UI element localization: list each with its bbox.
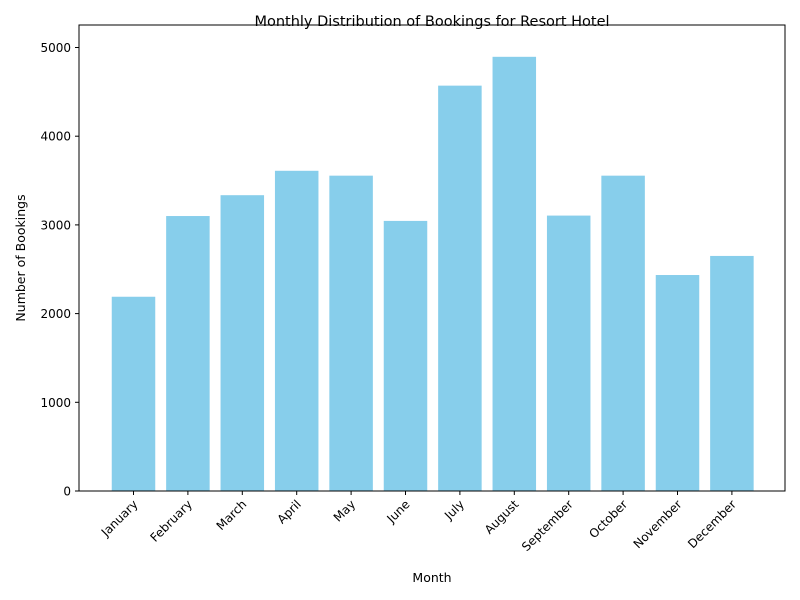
y-tick-label: 5000 — [40, 41, 71, 55]
x-tick-label: February — [148, 497, 196, 545]
y-tick-label: 0 — [63, 485, 71, 499]
x-tick-label: January — [98, 497, 141, 540]
bar-june — [383, 220, 428, 491]
x-tick-label: June — [384, 497, 413, 526]
y-tick-label: 1000 — [40, 396, 71, 410]
y-axis-ticks: 0 1000 2000 3000 4000 5000 — [40, 41, 79, 499]
bar-august — [492, 56, 537, 492]
x-tick-label: May — [331, 497, 358, 524]
bar-july — [438, 85, 482, 491]
x-tick-label: October — [586, 497, 630, 541]
y-tick-label: 4000 — [40, 130, 71, 144]
bar-march — [220, 195, 265, 491]
x-axis-ticks: January February March April May June July Augu… — [98, 491, 739, 554]
bar-september — [546, 215, 591, 491]
chart-title: Monthly Distribution of Bookings for Res… — [254, 14, 609, 30]
y-tick-label: 2000 — [40, 307, 71, 321]
bar-may — [329, 175, 373, 492]
x-tick-label: April — [275, 497, 304, 526]
x-tick-label: March — [214, 497, 250, 533]
x-tick-label: November — [631, 497, 685, 551]
bars-group — [111, 56, 754, 492]
x-tick-label: September — [519, 497, 576, 554]
bar-november — [655, 275, 700, 491]
bar-february — [166, 216, 210, 491]
bar-october — [601, 175, 645, 492]
bar-december — [710, 255, 754, 491]
x-axis-label: Month — [412, 570, 451, 585]
bar-april — [274, 170, 319, 492]
bar-january — [111, 296, 156, 491]
plot-frame — [78, 24, 786, 492]
y-axis-label: Number of Bookings — [13, 194, 28, 321]
x-tick-label: December — [685, 497, 739, 551]
x-tick-label: August — [482, 497, 522, 537]
y-tick-label: 3000 — [40, 218, 71, 232]
x-tick-label: July — [441, 497, 467, 523]
